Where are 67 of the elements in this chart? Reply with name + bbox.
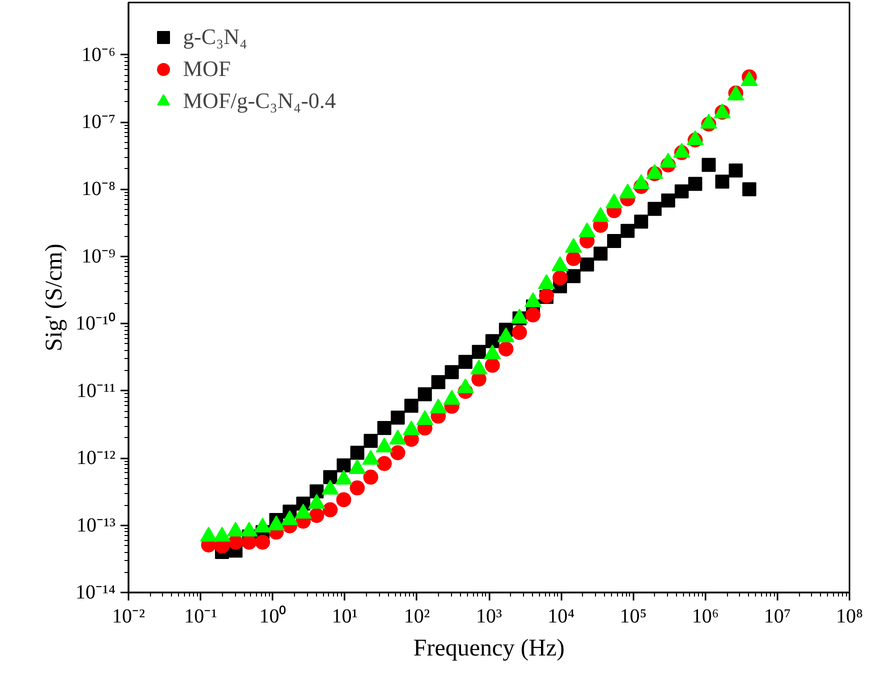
point [309, 508, 324, 523]
y-tick-label: 10⁻⁹ [82, 245, 116, 268]
point [322, 502, 338, 518]
legend-label: MOF/g-C₃N₄-0.4 [183, 88, 336, 114]
x-tick-label: 10² [404, 606, 430, 628]
x-tick-label: 10⁸ [836, 606, 864, 628]
point [742, 182, 756, 196]
x-tick-label: 10⁻² [112, 606, 145, 628]
point [336, 458, 351, 472]
point [323, 470, 338, 484]
point [674, 184, 689, 198]
point [566, 251, 582, 266]
point [634, 214, 648, 229]
point [552, 270, 568, 286]
point [484, 358, 500, 373]
point [418, 387, 432, 402]
point [648, 202, 662, 216]
y-tick-label: 10⁻⁸ [82, 178, 116, 200]
y-tick-label: 10⁻¹⁴ [76, 582, 116, 604]
x-axis-title: Frequency (Hz) [413, 636, 565, 662]
point [390, 445, 406, 460]
y-axis-title: Sig' (S/cm) [42, 244, 68, 352]
point [431, 375, 446, 390]
y-tick-label: 10⁻⁶ [82, 44, 116, 66]
point [702, 158, 716, 172]
x-tick-label: 10⁴ [548, 606, 575, 628]
point [350, 480, 365, 496]
y-tick-label: 10⁻⁷ [82, 111, 116, 134]
point [485, 334, 500, 348]
legend-label: g-C₃N₄ [183, 24, 248, 50]
x-tick-label: 10⁵ [620, 606, 647, 628]
point [363, 470, 378, 485]
y-tick-label: 10⁻¹² [76, 447, 116, 470]
point [255, 534, 270, 550]
point [444, 365, 459, 380]
point [404, 398, 418, 413]
point [688, 176, 702, 191]
point [594, 246, 608, 261]
x-tick-label: 10³ [476, 606, 502, 628]
y-tick-label: 10⁻¹³ [76, 514, 116, 536]
legend-label: MOF [183, 56, 231, 82]
point [376, 456, 392, 471]
point [364, 434, 378, 448]
point [498, 341, 514, 356]
x-tick-label: 10⁰ [259, 604, 286, 628]
point [728, 163, 743, 178]
x-tick-label: 10⁻¹ [184, 606, 218, 628]
point [525, 307, 540, 322]
point [512, 324, 527, 340]
point [661, 193, 676, 208]
point [620, 224, 635, 238]
y-tick-label: 10⁻¹¹ [76, 380, 116, 402]
point [458, 354, 472, 369]
x-tick-label: 10¹ [332, 606, 358, 628]
point [472, 344, 486, 359]
point [350, 446, 364, 460]
point [377, 421, 392, 436]
point [336, 492, 352, 508]
x-tick-label: 10⁷ [764, 606, 791, 628]
point [566, 269, 581, 284]
point [607, 234, 622, 248]
x-tick-label: 10⁶ [692, 606, 719, 628]
y-tick-label: 10⁻¹⁰ [76, 312, 116, 335]
point [310, 484, 324, 498]
point [580, 257, 594, 272]
point [715, 174, 730, 189]
point [390, 410, 405, 425]
